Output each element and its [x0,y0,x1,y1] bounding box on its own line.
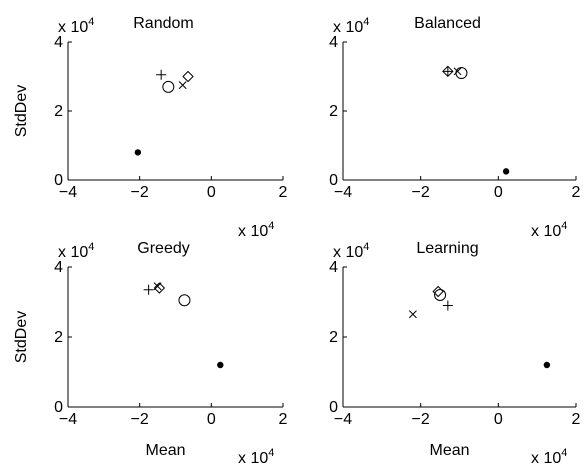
x-multiplier: x 104 [238,447,274,466]
panel-title: Balanced [414,15,481,32]
point-plus [442,300,453,311]
y-multiplier-base: x 10 [58,19,88,36]
point-circle [455,67,468,80]
point-dot [217,361,224,369]
x-tick-label: −4 [334,184,352,201]
x-tick-label: −2 [131,184,149,201]
panel-title: Greedy [137,240,189,257]
point-dot [543,361,551,369]
y-tick-label: 2 [329,329,338,346]
x-multiplier-base: x 10 [531,223,561,240]
y-multiplier-exponent: 4 [363,241,369,253]
y-multiplier-base: x 10 [333,244,363,261]
x-tick-label: −2 [412,411,430,428]
point-dot [502,168,510,175]
x-multiplier: x 104 [531,447,567,466]
x-tick-label: 0 [494,411,503,428]
y-tick-label: 0 [329,399,338,416]
y-multiplier: x 104 [58,241,94,261]
y-axis-label: StdDev [13,85,30,137]
x-multiplier: x 104 [531,220,567,240]
point-plus [156,69,167,80]
x-multiplier-base: x 10 [238,223,268,240]
point-dot [134,149,142,156]
x-multiplier-base: x 10 [238,450,268,466]
point-circle [434,289,447,301]
y-tick-label: 4 [329,259,338,276]
y-multiplier: x 104 [58,16,94,36]
x-tick-label: 0 [494,184,503,201]
x-tick-label: 0 [207,411,216,428]
x-tick-label: −4 [59,184,77,201]
y-multiplier: x 104 [333,16,369,36]
x-tick-label: −2 [412,184,430,201]
point-circle [162,80,175,93]
y-tick-label: 0 [54,172,63,189]
point-cross [408,310,417,319]
y-multiplier: x 104 [333,241,369,261]
x-multiplier-base: x 10 [531,450,561,466]
x-multiplier-exponent: 4 [561,447,567,459]
x-tick-label: 2 [279,411,288,428]
point-diamond [442,65,454,78]
x-multiplier-exponent: 4 [561,220,567,232]
y-multiplier-exponent: 4 [363,16,369,28]
y-tick-label: 4 [54,259,63,276]
x-tick-label: −4 [59,411,77,428]
x-tick-label: 2 [279,184,288,201]
x-axis-label: Mean [145,442,185,459]
y-tick-label: 0 [54,399,63,416]
x-multiplier-exponent: 4 [268,220,274,232]
x-multiplier: x 104 [238,220,274,240]
y-multiplier-exponent: 4 [88,241,94,253]
x-tick-label: −4 [334,411,352,428]
y-tick-label: 2 [54,329,63,346]
point-diamond [182,70,194,83]
y-tick-label: 2 [329,103,338,120]
y-multiplier-base: x 10 [333,19,363,36]
x-tick-label: 0 [207,184,216,201]
y-tick-label: 2 [54,103,63,120]
point-plus [143,284,154,295]
y-tick-label: 4 [329,34,338,51]
y-axis-label: StdDev [13,311,30,363]
point-cross [178,81,187,90]
x-multiplier-exponent: 4 [268,447,274,459]
point-plus [442,66,453,77]
point-cross [453,67,462,76]
y-tick-label: 4 [54,34,63,51]
y-tick-label: 0 [329,172,338,189]
y-multiplier-base: x 10 [58,244,88,261]
point-circle [178,294,191,307]
x-tick-label: −2 [131,411,149,428]
x-tick-label: 2 [572,411,581,428]
panel-title: Random [133,15,193,32]
x-tick-label: 2 [572,184,581,201]
point-diamond [153,282,166,294]
x-axis-label: Mean [429,442,469,459]
y-multiplier-exponent: 4 [88,16,94,28]
panel-title: Learning [416,240,478,257]
